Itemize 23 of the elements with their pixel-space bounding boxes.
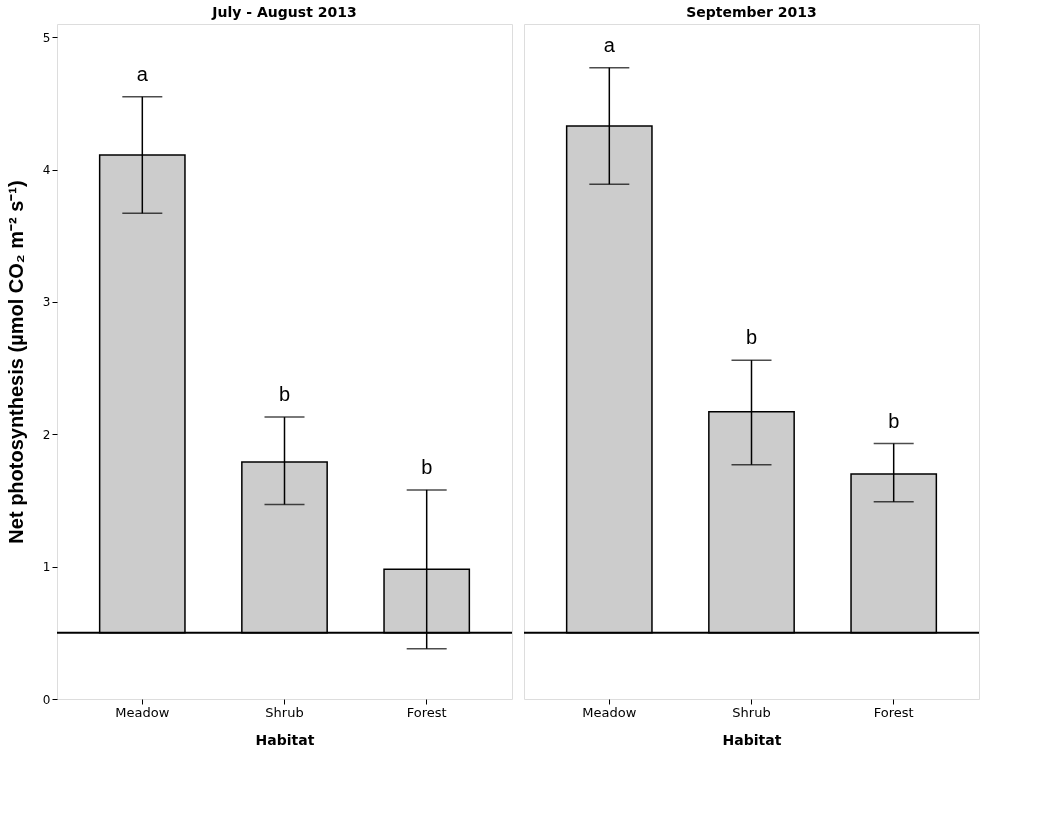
annotation: b: [421, 455, 433, 478]
x-axis-title: Habitat: [255, 731, 315, 748]
x-tick-label: Forest: [873, 704, 914, 720]
chart-title: September 2013: [686, 4, 817, 20]
annotation: a: [603, 33, 616, 56]
chart-title: July - August 2013: [211, 4, 357, 20]
y-tick-label: 5: [42, 30, 51, 45]
x-tick-label: Forest: [406, 704, 447, 720]
x-tick-label: Shrub: [265, 704, 304, 720]
x-tick-label: Shrub: [732, 704, 771, 720]
y-tick-label: 0: [42, 692, 51, 707]
x-axis-title: Habitat: [722, 731, 782, 748]
annotation: b: [278, 383, 291, 406]
y-tick-label: 2: [42, 427, 51, 442]
y-tick-label: 1: [42, 560, 51, 575]
x-tick-label: Meadow: [582, 704, 637, 720]
y-tick-label: 3: [42, 295, 51, 310]
annotation: b: [888, 409, 900, 432]
annotation: b: [745, 326, 758, 349]
y-tick-label: 4: [42, 163, 51, 178]
y-axis-title: Net photosynthesis (µmol CO₂ m⁻² s⁻¹): [4, 180, 27, 544]
x-tick-label: Meadow: [115, 704, 170, 720]
annotation: a: [136, 62, 149, 85]
